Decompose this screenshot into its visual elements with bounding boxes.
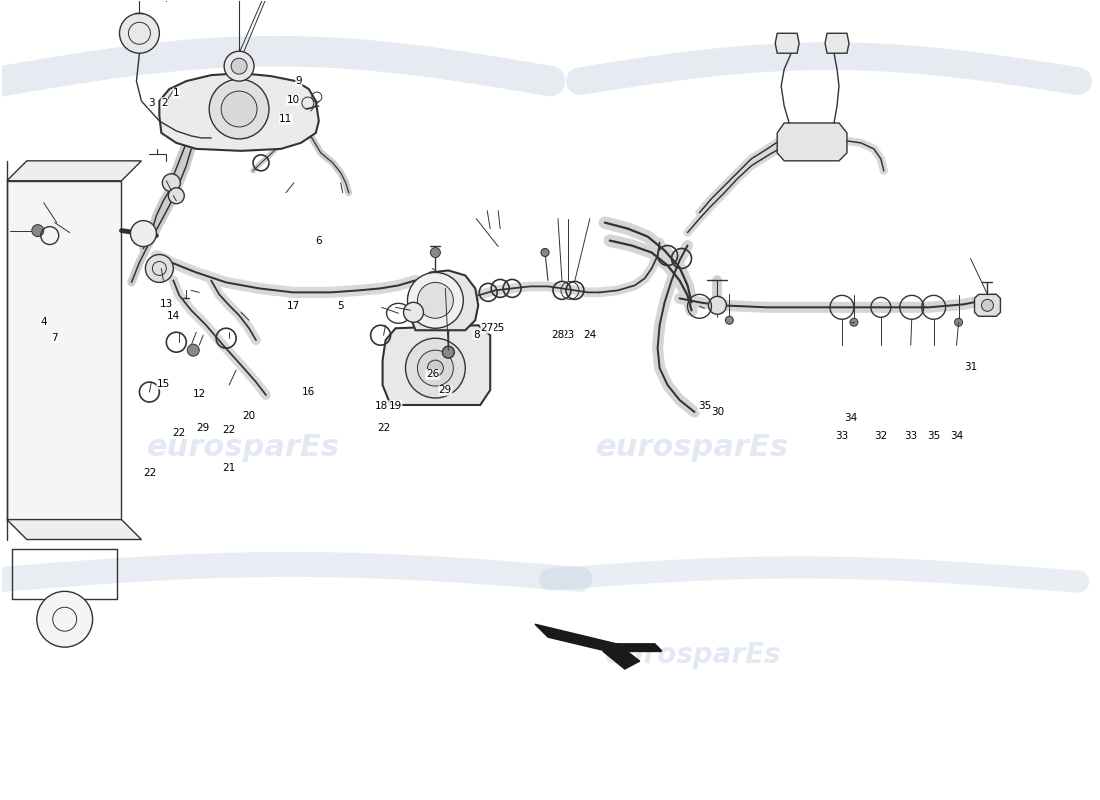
Text: eurosparEs: eurosparEs [605,641,780,669]
Text: 31: 31 [964,362,977,371]
Text: 33: 33 [835,431,848,441]
Text: 22: 22 [173,429,186,438]
Text: 30: 30 [711,407,724,417]
Text: 17: 17 [287,301,300,311]
Text: 13: 13 [160,299,173,310]
Text: 28: 28 [551,330,564,340]
Text: 15: 15 [156,379,170,389]
Circle shape [725,316,734,324]
Text: 35: 35 [927,431,940,441]
Circle shape [163,174,180,192]
Circle shape [981,299,993,311]
Polygon shape [7,181,121,519]
Circle shape [120,14,160,54]
Text: 16: 16 [302,387,316,397]
Text: 6: 6 [316,235,322,246]
Text: 8: 8 [473,330,480,340]
Polygon shape [776,34,799,54]
Text: 12: 12 [192,389,206,398]
Text: 26: 26 [426,370,439,379]
Circle shape [209,79,270,139]
Text: 10: 10 [286,95,299,106]
Text: 18: 18 [375,401,388,410]
Text: 11: 11 [279,114,293,124]
Text: 35: 35 [697,402,711,411]
Text: eurosparEs: eurosparEs [146,434,340,462]
Circle shape [36,591,92,647]
Circle shape [418,350,453,386]
Polygon shape [383,326,491,405]
Polygon shape [603,644,640,669]
Text: 1: 1 [173,88,179,98]
Text: 9: 9 [296,76,303,86]
Circle shape [407,273,463,328]
Circle shape [428,360,443,376]
Circle shape [541,249,549,257]
Text: eurosparEs: eurosparEs [596,434,789,462]
Polygon shape [778,123,847,161]
Text: 24: 24 [583,330,596,340]
Circle shape [168,188,185,204]
Text: 2: 2 [161,98,167,108]
Text: 33: 33 [904,431,917,441]
Polygon shape [825,34,849,54]
Text: 7: 7 [52,333,58,343]
Text: 14: 14 [167,311,180,322]
Text: 29: 29 [197,423,210,433]
Circle shape [442,346,454,358]
Polygon shape [975,294,1000,316]
Text: 19: 19 [389,401,403,410]
Text: 5: 5 [338,301,344,311]
Text: 22: 22 [143,468,156,478]
Polygon shape [7,161,142,181]
Circle shape [404,302,424,322]
Text: 34: 34 [950,431,964,441]
Circle shape [145,254,174,282]
Circle shape [224,51,254,81]
Text: 22: 22 [222,426,235,435]
Polygon shape [535,624,631,657]
Text: 22: 22 [377,423,390,433]
Text: 29: 29 [439,386,452,395]
Circle shape [131,221,156,246]
Text: 20: 20 [242,411,255,421]
Text: 3: 3 [148,98,155,108]
Polygon shape [600,644,661,651]
Text: 4: 4 [41,317,47,327]
Circle shape [418,282,453,318]
Polygon shape [160,73,319,151]
Text: 25: 25 [492,323,505,334]
Text: 34: 34 [845,413,858,422]
Circle shape [231,58,248,74]
Circle shape [955,318,962,326]
Circle shape [708,296,726,314]
Circle shape [406,338,465,398]
Circle shape [32,225,44,237]
Text: 32: 32 [874,431,888,441]
Polygon shape [7,519,142,539]
Circle shape [850,318,858,326]
Text: 27: 27 [481,323,494,334]
Polygon shape [408,270,478,330]
Circle shape [221,91,257,127]
Text: 21: 21 [222,462,235,473]
Text: 23: 23 [561,330,574,340]
Circle shape [187,344,199,356]
Circle shape [430,247,440,258]
